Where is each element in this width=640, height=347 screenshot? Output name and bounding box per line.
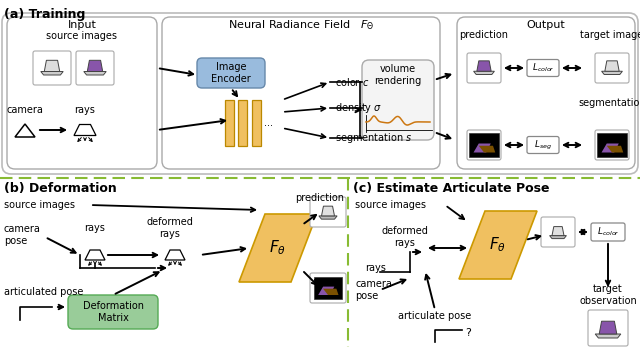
Bar xyxy=(225,100,234,146)
Text: target
observation: target observation xyxy=(579,284,637,306)
FancyBboxPatch shape xyxy=(310,273,346,303)
FancyBboxPatch shape xyxy=(68,295,158,329)
Polygon shape xyxy=(552,227,564,236)
Polygon shape xyxy=(599,321,617,334)
Text: (b) Deformation: (b) Deformation xyxy=(4,182,116,195)
FancyBboxPatch shape xyxy=(527,59,559,76)
Text: Deformation
Matrix: Deformation Matrix xyxy=(83,301,143,323)
Text: segmentation $s$: segmentation $s$ xyxy=(335,131,412,145)
Polygon shape xyxy=(602,71,622,75)
Text: rays: rays xyxy=(365,263,386,273)
Polygon shape xyxy=(318,287,334,295)
Polygon shape xyxy=(474,71,494,75)
Polygon shape xyxy=(474,144,491,152)
FancyBboxPatch shape xyxy=(527,136,559,153)
Bar xyxy=(252,100,261,146)
Text: prediction: prediction xyxy=(460,30,509,40)
Text: Neural Radiance Field   $F_\Theta$: Neural Radiance Field $F_\Theta$ xyxy=(228,18,374,32)
Text: volume
rendering: volume rendering xyxy=(374,64,422,86)
FancyBboxPatch shape xyxy=(362,60,434,140)
Text: $F_\theta$: $F_\theta$ xyxy=(269,239,287,257)
FancyBboxPatch shape xyxy=(197,58,265,88)
Text: Image
Encoder: Image Encoder xyxy=(211,62,251,84)
Text: Output: Output xyxy=(527,20,565,30)
Polygon shape xyxy=(239,214,317,282)
Text: segmentation: segmentation xyxy=(578,98,640,108)
Text: source images: source images xyxy=(47,31,118,41)
FancyBboxPatch shape xyxy=(2,13,638,174)
Text: Input: Input xyxy=(68,20,97,30)
Text: $L_{color}$: $L_{color}$ xyxy=(532,62,554,74)
Bar xyxy=(238,100,248,146)
Text: (c) Estimate Articulate Pose: (c) Estimate Articulate Pose xyxy=(353,182,550,195)
Text: camera
pose: camera pose xyxy=(4,224,41,246)
FancyBboxPatch shape xyxy=(33,51,71,85)
Bar xyxy=(597,133,627,157)
Polygon shape xyxy=(550,236,566,239)
FancyBboxPatch shape xyxy=(595,53,629,83)
Text: rays: rays xyxy=(84,223,106,233)
Polygon shape xyxy=(41,71,63,75)
FancyBboxPatch shape xyxy=(591,223,625,241)
FancyBboxPatch shape xyxy=(162,17,440,169)
Text: source images: source images xyxy=(355,200,426,210)
Polygon shape xyxy=(84,71,106,75)
Text: (a) Training: (a) Training xyxy=(4,8,85,21)
Text: articulate pose: articulate pose xyxy=(398,311,472,321)
Text: deformed
rays: deformed rays xyxy=(381,226,428,248)
Text: ...: ... xyxy=(264,118,273,128)
Text: deformed
rays: deformed rays xyxy=(147,217,193,239)
Text: target image: target image xyxy=(580,30,640,40)
FancyBboxPatch shape xyxy=(7,17,157,169)
Text: density $\sigma$: density $\sigma$ xyxy=(335,101,382,115)
Text: rays: rays xyxy=(75,105,95,115)
Polygon shape xyxy=(479,146,495,152)
Polygon shape xyxy=(323,289,339,295)
Text: ?: ? xyxy=(465,328,471,338)
FancyBboxPatch shape xyxy=(588,310,628,346)
Bar xyxy=(469,133,499,157)
Text: source images: source images xyxy=(4,200,75,210)
Polygon shape xyxy=(595,334,621,338)
Bar xyxy=(314,277,342,299)
FancyBboxPatch shape xyxy=(467,53,501,83)
Polygon shape xyxy=(602,144,619,152)
Text: $L_{color}$: $L_{color}$ xyxy=(596,226,620,238)
FancyBboxPatch shape xyxy=(541,217,575,247)
Text: camera: camera xyxy=(6,105,44,115)
Text: $L_{seg}$: $L_{seg}$ xyxy=(534,138,552,152)
FancyBboxPatch shape xyxy=(457,17,635,169)
FancyBboxPatch shape xyxy=(76,51,114,85)
FancyBboxPatch shape xyxy=(310,197,346,227)
Polygon shape xyxy=(605,61,619,71)
FancyBboxPatch shape xyxy=(467,130,501,160)
Polygon shape xyxy=(477,61,491,71)
Text: prediction: prediction xyxy=(296,193,344,203)
Polygon shape xyxy=(319,216,337,219)
Text: articulated pose: articulated pose xyxy=(4,287,83,297)
FancyBboxPatch shape xyxy=(595,130,629,160)
Text: $F_\theta$: $F_\theta$ xyxy=(490,236,506,254)
Polygon shape xyxy=(87,60,102,71)
Text: camera
pose: camera pose xyxy=(355,279,392,301)
Polygon shape xyxy=(607,146,623,152)
Text: color $c$: color $c$ xyxy=(335,76,369,88)
Polygon shape xyxy=(44,60,60,71)
Polygon shape xyxy=(459,211,537,279)
Polygon shape xyxy=(321,206,335,216)
